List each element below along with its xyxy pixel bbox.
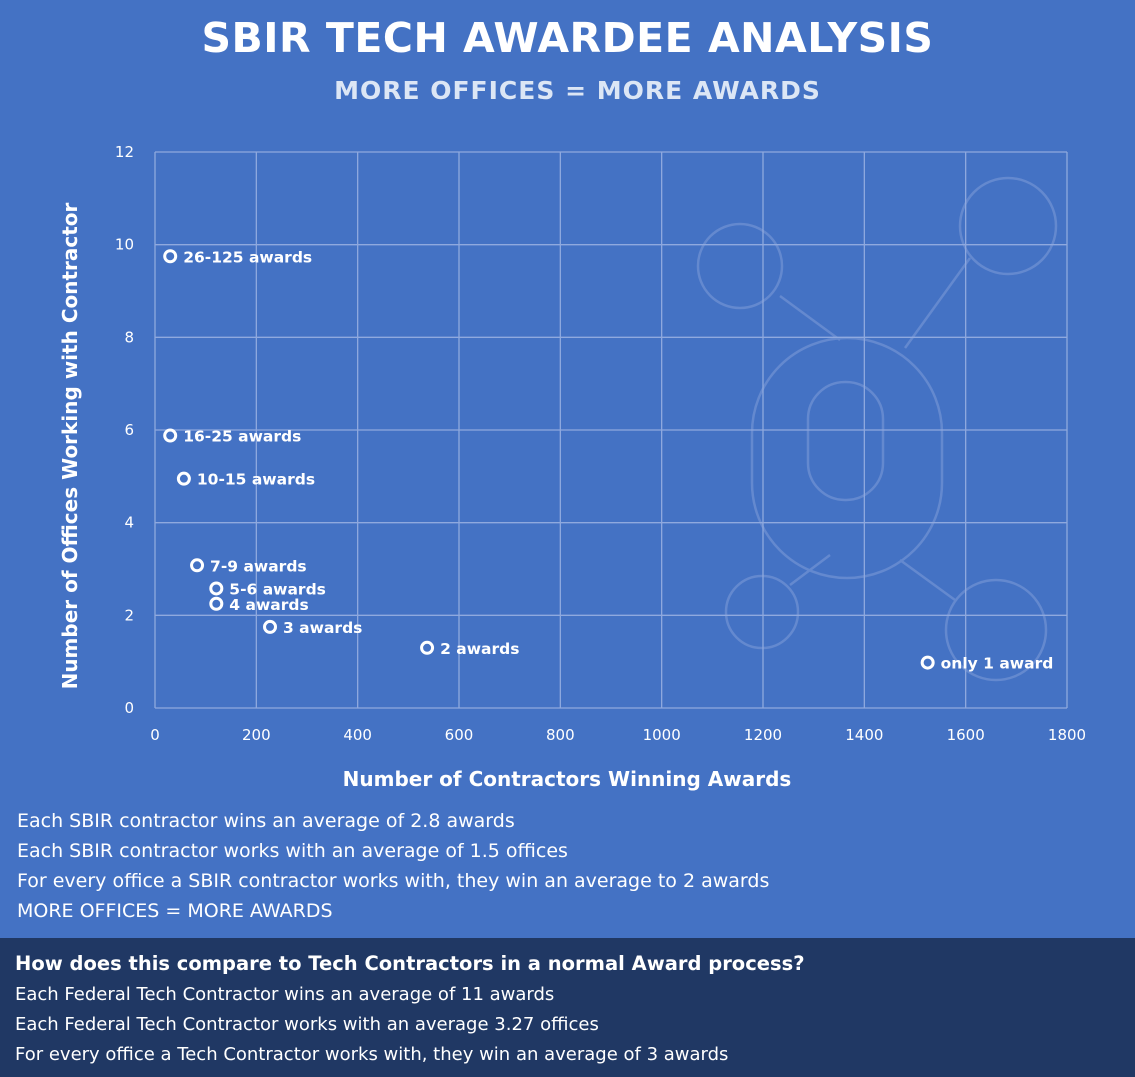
data-point-label: 4 awards (229, 596, 308, 614)
x-tick-label: 800 (546, 726, 575, 744)
data-point-label: 16-25 awards (183, 428, 301, 446)
x-tick-label: 1200 (744, 726, 782, 744)
note-line: Each SBIR contractor works with an avera… (17, 840, 568, 862)
data-point-label: 26-125 awards (183, 248, 312, 266)
note-line: MORE OFFICES = MORE AWARDS (17, 900, 333, 922)
data-point-marker (209, 596, 224, 611)
data-point-marker (176, 471, 191, 486)
data-point-label: 10-15 awards (197, 471, 315, 489)
comparison-heading: How does this compare to Tech Contractor… (15, 952, 805, 975)
y-tick-label: 6 (124, 421, 134, 439)
data-point-marker (920, 655, 935, 670)
sbir-notes: Each SBIR contractor wins an average of … (17, 806, 769, 926)
x-tick-label: 1400 (845, 726, 883, 744)
data-points: 26-125 awards 16-25 awards 10-15 awards 7-9… (163, 248, 1054, 673)
x-tick-label: 0 (150, 726, 160, 744)
x-axis-ticks: 0 200 400 600 800 1000 1200 1400 1600 1800 (150, 726, 1086, 744)
x-tick-label: 200 (242, 726, 271, 744)
x-tick-label: 1000 (643, 726, 681, 744)
y-tick-label: 2 (124, 606, 134, 624)
y-axis-ticks: 0 2 4 6 8 10 12 (115, 143, 134, 717)
comparison-panel: How does this compare to Tech Contractor… (0, 938, 1135, 1077)
x-tick-label: 400 (343, 726, 372, 744)
y-tick-label: 4 (124, 514, 134, 532)
y-tick-label: 12 (115, 143, 134, 161)
data-point-label: 3 awards (283, 619, 362, 637)
x-tick-label: 1600 (947, 726, 985, 744)
y-tick-label: 10 (115, 236, 134, 254)
note-line: For every office a SBIR contractor works… (17, 870, 770, 892)
hub-network-icon (696, 176, 1058, 682)
scatter-chart: 0 200 400 600 800 1000 1200 1400 1600 1800 0 2 4 6 8 1… (58, 143, 1086, 791)
note-line: Each SBIR contractor wins an average of … (17, 810, 515, 832)
comparison-line: Each Federal Tech Contractor works with … (15, 1014, 599, 1035)
data-point-marker (263, 619, 278, 634)
comparison-line: For every office a Tech Contractor works… (15, 1044, 729, 1065)
chart-grid (154, 151, 1068, 709)
y-axis-label: Number of Offices Working with Contracto… (58, 202, 82, 689)
page-subtitle: MORE OFFICES = MORE AWARDS (334, 76, 821, 105)
data-point-label: 7-9 awards (210, 557, 307, 575)
comparison-line: Each Federal Tech Contractor wins an ave… (15, 984, 555, 1005)
data-point-marker (209, 581, 224, 596)
x-tick-label: 600 (445, 726, 474, 744)
x-tick-label: 1800 (1048, 726, 1086, 744)
data-point-label: only 1 award (941, 655, 1054, 673)
page-title: SBIR TECH AWARDEE ANALYSIS (201, 14, 934, 62)
data-point-marker (163, 249, 178, 264)
data-point-marker (190, 558, 205, 573)
data-point-marker (163, 428, 178, 443)
x-axis-label: Number of Contractors Winning Awards (343, 767, 792, 791)
data-point-label: 2 awards (440, 640, 519, 658)
data-point-marker (420, 640, 435, 655)
data-point-label: 5-6 awards (229, 580, 326, 598)
y-tick-label: 0 (124, 699, 134, 717)
y-tick-label: 8 (124, 328, 134, 346)
